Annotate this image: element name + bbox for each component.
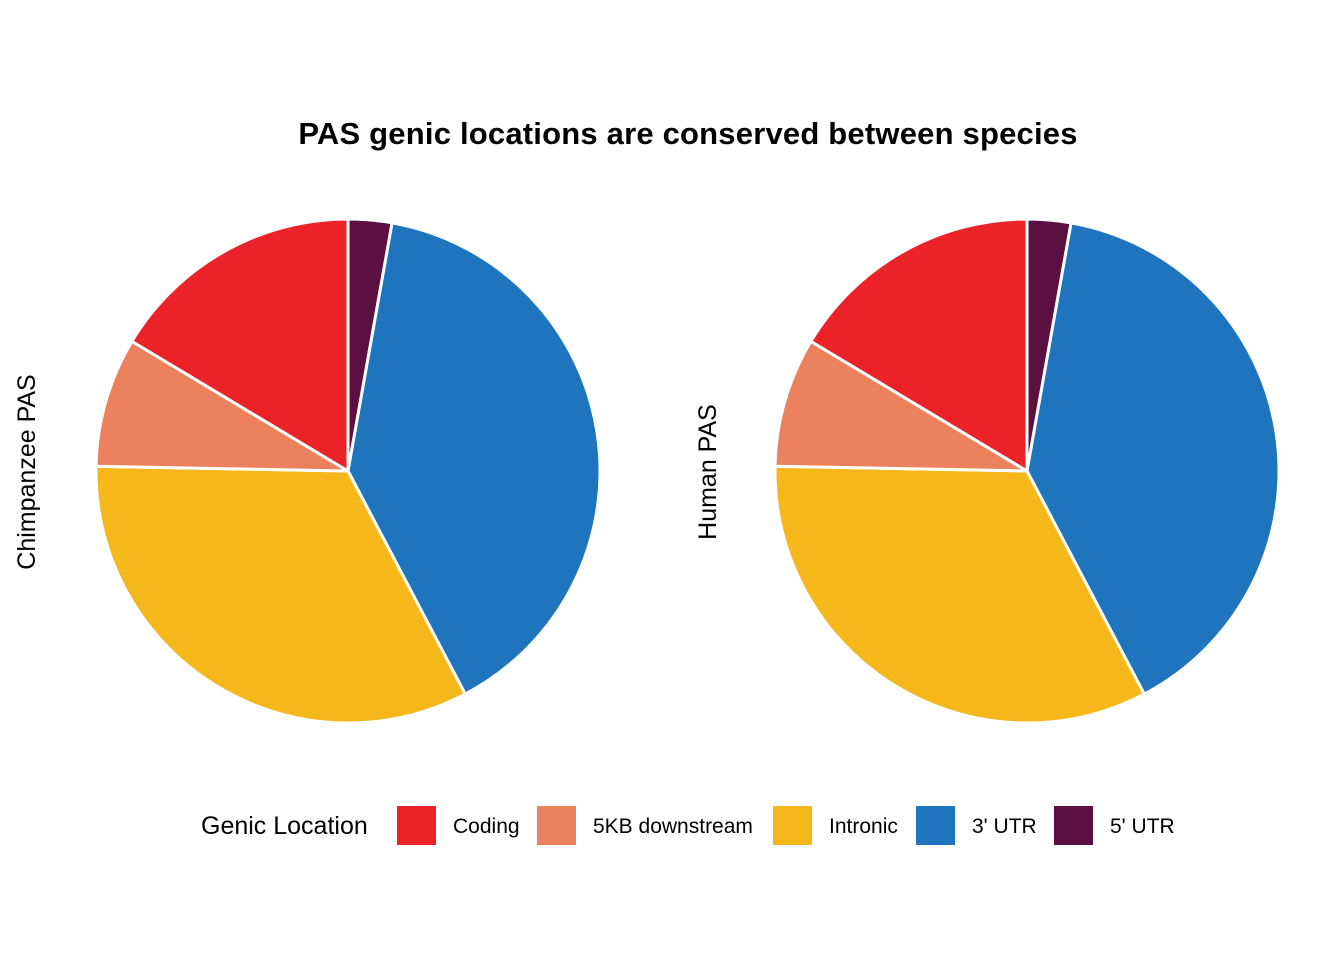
pie-slice-human-pas-5kb-downstream	[773, 339, 1029, 473]
pie-label-chimpanzee: Chimpanzee PAS	[13, 374, 41, 569]
pie-label-human: Human PAS	[694, 404, 722, 540]
legend-swatch-3-utr	[916, 806, 955, 845]
pie-chimpanzee	[94, 217, 602, 725]
legend-label-5-utr: 5' UTR	[1110, 815, 1175, 838]
legend: Genic Location Coding 5KB downstream Int…	[0, 805, 1344, 847]
pie-slice-chimpanzee-pas-3-utr	[346, 221, 602, 696]
legend-swatch-5kb-downstream	[537, 806, 576, 845]
legend-label-5kb-downstream: 5KB downstream	[593, 815, 753, 838]
legend-swatch-intronic	[773, 806, 812, 845]
pie-slice-chimpanzee-pas-coding	[130, 217, 350, 473]
pie-slice-human-pas-coding	[809, 217, 1029, 473]
pie-human	[773, 217, 1281, 725]
pie-slice-human-pas-3-utr	[1025, 221, 1281, 696]
legend-label-coding: Coding	[453, 815, 520, 838]
pie-slice-chimpanzee-pas-intronic	[94, 464, 467, 725]
chart-title: PAS genic locations are conserved betwee…	[298, 116, 1078, 151]
legend-title: Genic Location	[201, 812, 368, 840]
legend-label-3-utr: 3' UTR	[972, 815, 1037, 838]
legend-label-intronic: Intronic	[829, 815, 898, 838]
pie-slice-human-pas-intronic	[773, 464, 1146, 725]
legend-swatch-5-utr	[1054, 806, 1093, 845]
pie-slice-chimpanzee-pas-5kb-downstream	[94, 339, 350, 473]
legend-swatch-coding	[397, 806, 436, 845]
